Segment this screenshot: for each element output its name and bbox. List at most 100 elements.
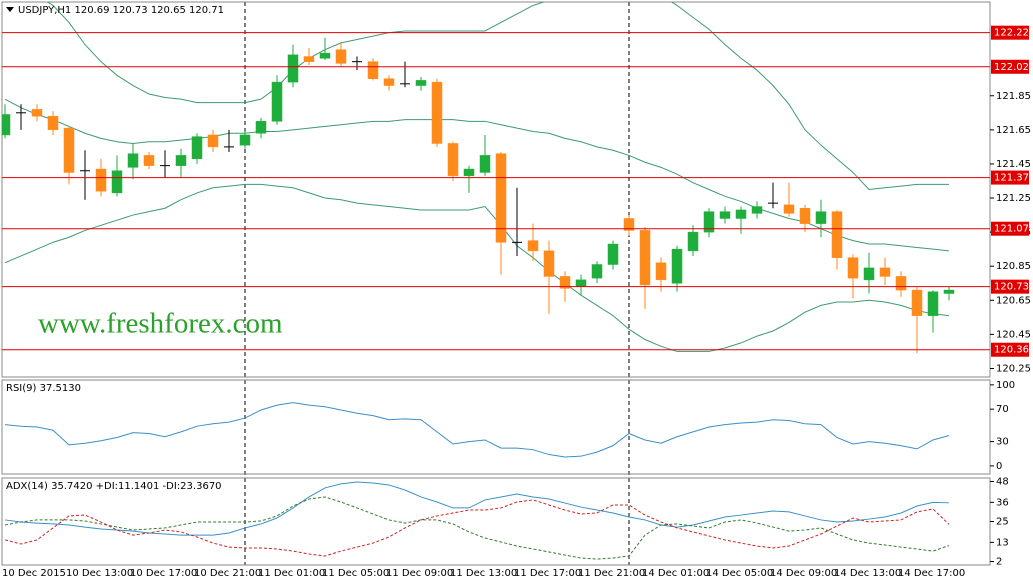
y-tick-label: 120.85	[996, 261, 1031, 272]
candle-body	[847, 257, 859, 279]
candle-body	[687, 231, 699, 252]
candle-body	[623, 218, 635, 231]
panel-content	[4, 402, 950, 458]
candle-body	[271, 81, 283, 122]
candle-body	[943, 289, 955, 294]
y-tick-label: 121.45	[996, 159, 1031, 170]
level-label-box	[991, 25, 1029, 40]
level-label-box	[991, 279, 1029, 294]
candle-body	[31, 109, 43, 117]
y-tick-label: 48	[996, 476, 1009, 487]
candle-body	[799, 208, 811, 224]
candle-body	[719, 211, 731, 219]
level-label-box	[991, 221, 1029, 236]
y-tick-label: 70	[996, 404, 1009, 415]
candle-body	[831, 211, 843, 258]
candle-body	[111, 170, 123, 194]
candle-body	[319, 52, 331, 59]
rsi-panel	[1, 379, 991, 475]
y-tick-label: 120.65	[996, 295, 1031, 306]
y-tick-label: 0	[996, 461, 1002, 472]
y-tick-label: 121.65	[996, 125, 1031, 136]
level-label: 122.02	[994, 62, 1029, 73]
y-tick-label: 30	[996, 437, 1009, 448]
candle-body	[415, 80, 427, 86]
candle-body	[191, 136, 203, 160]
panel-title: RSI(9) 37.5130	[6, 383, 81, 394]
candle-body	[303, 56, 315, 62]
candle-body	[2, 114, 11, 136]
indicator-line	[4, 402, 950, 458]
level-label-box	[991, 170, 1029, 185]
candle-body	[367, 61, 379, 79]
y-tick-label: 13	[996, 537, 1009, 548]
candle-body	[447, 143, 459, 177]
y-tick-label: 25	[996, 517, 1009, 528]
candle-body	[703, 211, 715, 233]
band-upper	[46, 2, 949, 191]
candle-body	[895, 276, 907, 291]
candle-body	[383, 78, 395, 86]
candle-body	[143, 155, 155, 166]
candle-body	[207, 134, 219, 148]
x-tick-label: 14 Dec 05:00	[706, 568, 773, 579]
candle-body	[927, 291, 939, 316]
x-tick-label: 11 Dec 05:00	[322, 568, 389, 579]
x-tick-label: 14 Dec 13:00	[834, 568, 901, 579]
candle-body	[783, 204, 795, 214]
candle-body	[335, 49, 347, 64]
candle-body	[431, 81, 443, 144]
indicator-line	[4, 496, 950, 560]
y-tick-label: 120.45	[996, 329, 1031, 340]
price-panel	[1, 1, 991, 378]
menu-icon	[6, 7, 14, 12]
y-tick-label: 100	[996, 380, 1015, 391]
day-separators	[244, 2, 630, 565]
candle-body	[607, 243, 619, 265]
x-tick-label: 10 Dec 13:00	[66, 568, 133, 579]
candle-body	[751, 206, 763, 214]
candle-body	[591, 264, 603, 279]
level-label: 121.07	[994, 224, 1029, 235]
x-tick-label: 10 Dec 21:00	[194, 568, 261, 579]
level-label-box	[991, 342, 1029, 357]
indicator-line	[4, 499, 950, 557]
candle-body	[639, 230, 651, 286]
candle-body	[495, 153, 507, 243]
x-tick-label: 11 Dec 13:00	[450, 568, 517, 579]
level-label: 120.36	[994, 345, 1029, 356]
x-tick-label: 11 Dec 01:00	[258, 568, 325, 579]
candle-body	[239, 134, 251, 146]
candle-body	[175, 155, 187, 166]
y-tick-label: 36	[996, 497, 1009, 508]
candle-body	[127, 153, 139, 168]
candle-body	[911, 289, 923, 316]
candle-body	[671, 248, 683, 284]
candle-body	[95, 168, 107, 192]
indicator-line	[4, 481, 950, 536]
panel-title: USDJPY,H1 120.69 120.73 120.65 120.71	[18, 5, 224, 16]
level-label: 122.22	[994, 28, 1029, 39]
band-middle	[4, 98, 950, 252]
candle-body	[879, 267, 891, 277]
panel-content	[4, 481, 950, 560]
band-lower	[4, 183, 950, 352]
candle-body	[527, 240, 539, 252]
y-tick-label: 121.25	[996, 193, 1031, 204]
candle-body	[255, 121, 267, 134]
candle-body	[63, 127, 75, 173]
candle-body	[287, 54, 299, 83]
x-tick-label: 10 Dec 17:00	[130, 568, 197, 579]
candle-body	[735, 209, 747, 219]
panel-content	[2, 2, 955, 354]
x-tick-label: 11 Dec 17:00	[514, 568, 581, 579]
candle-body	[815, 211, 827, 224]
x-tick-label: 14 Dec 01:00	[642, 568, 709, 579]
candle-body	[47, 115, 59, 131]
x-tick-label: 11 Dec 09:00	[386, 568, 453, 579]
candle-body	[575, 279, 587, 287]
panel-title: ADX(14) 35.7420 +DI:11.1401 -DI:23.3670	[6, 481, 222, 492]
level-label-box	[991, 59, 1029, 74]
